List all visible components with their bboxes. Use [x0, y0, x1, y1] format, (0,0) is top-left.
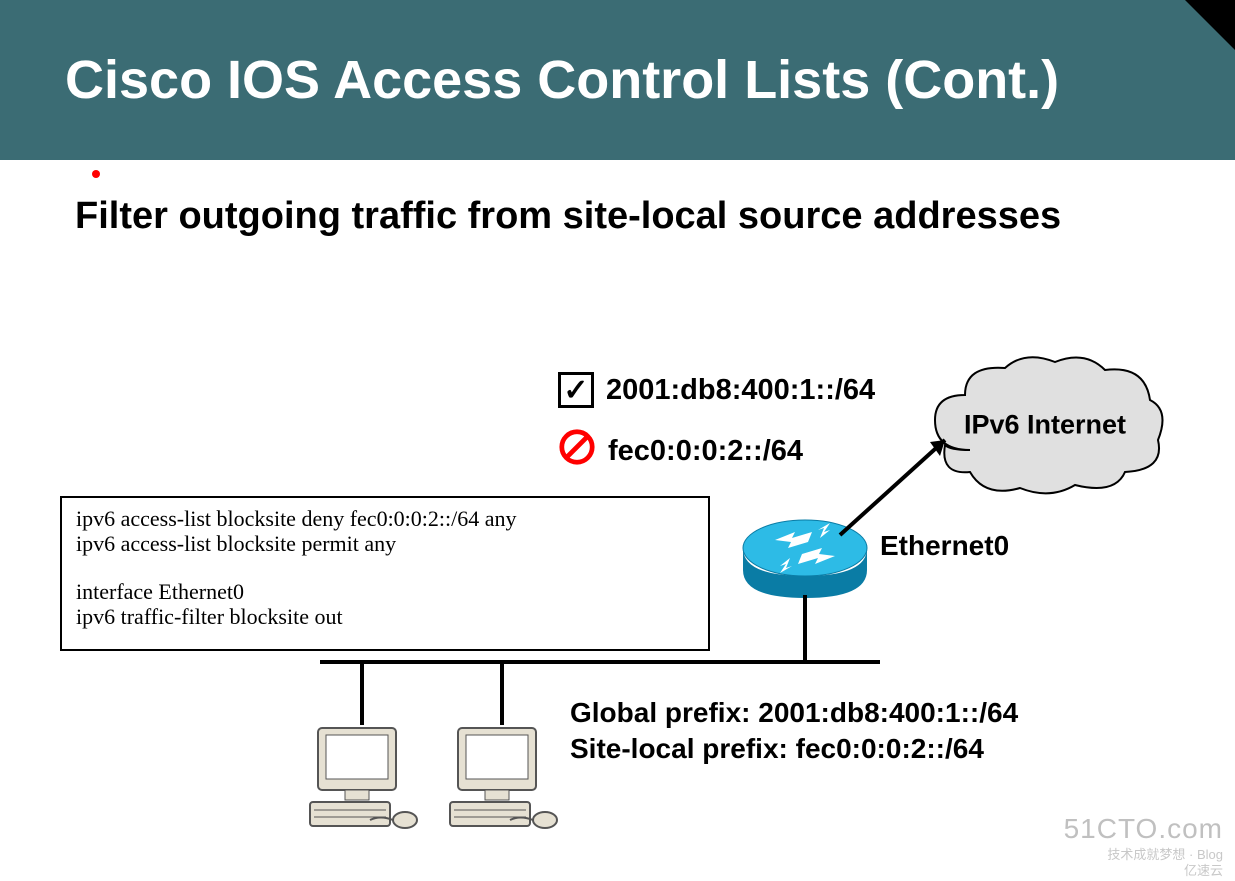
pc2-stem: [500, 660, 504, 725]
config-box: ipv6 access-list blocksite deny fec0:0:0…: [60, 496, 710, 651]
allow-prefix: 2001:db8:400:1::/64: [606, 374, 875, 407]
checkmark-icon: ✓: [558, 372, 594, 408]
prefix-info: Global prefix: 2001:db8:400:1::/64 Site-…: [570, 695, 1018, 768]
corner-accent: [1185, 0, 1235, 50]
pc-icon-2: [440, 720, 560, 840]
deny-rule: fec0:0:0:2::/64: [558, 428, 803, 474]
site-local-prefix: Site-local prefix: fec0:0:0:2::/64: [570, 731, 1018, 767]
allow-rule: ✓ 2001:db8:400:1::/64: [558, 372, 875, 408]
config-line-2: ipv6 access-list blocksite permit any: [76, 531, 694, 556]
pc-icon-1: [300, 720, 420, 840]
watermark-logo: 51CTO.com: [1064, 813, 1223, 845]
router-to-cloud-arrow: [830, 420, 980, 550]
pc1-stem: [360, 660, 364, 725]
global-prefix: Global prefix: 2001:db8:400:1::/64: [570, 695, 1018, 731]
router-to-lan-line: [803, 595, 807, 662]
config-line-4: ipv6 traffic-filter blocksite out: [76, 604, 694, 629]
config-line-3: interface Ethernet0: [76, 579, 694, 604]
deny-icon: [558, 428, 596, 474]
cloud-label: IPv6 Internet: [964, 410, 1126, 441]
config-line-1: ipv6 access-list blocksite deny fec0:0:0…: [76, 506, 694, 531]
red-bullet: [92, 170, 100, 178]
watermark-source: 亿速云: [1184, 860, 1223, 879]
lan-bus-line: [320, 660, 880, 664]
slide-header: Cisco IOS Access Control Lists (Cont.): [0, 0, 1235, 160]
config-blank: [76, 557, 694, 579]
slide-subtitle: Filter outgoing traffic from site-local …: [75, 195, 1061, 238]
deny-prefix: fec0:0:0:2::/64: [608, 435, 803, 468]
slide-title: Cisco IOS Access Control Lists (Cont.): [0, 49, 1059, 111]
